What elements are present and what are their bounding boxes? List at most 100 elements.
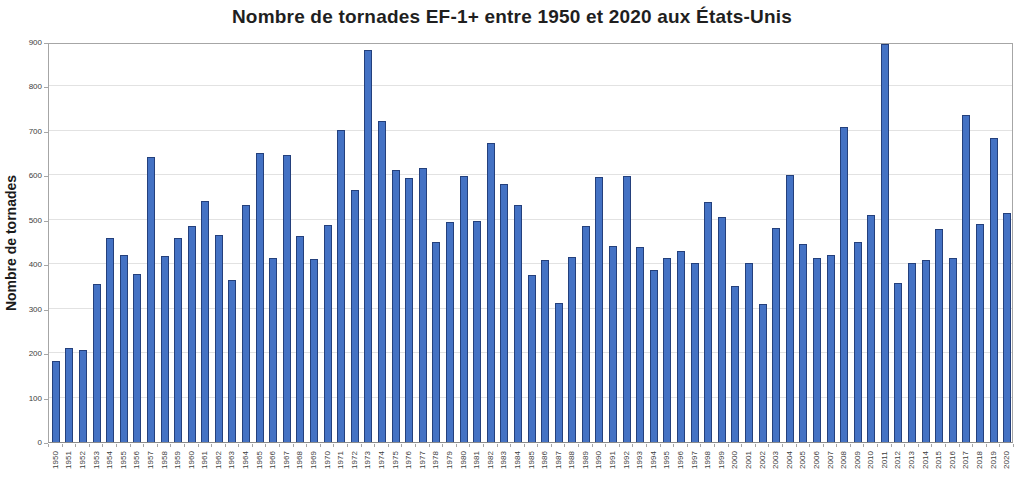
x-tick-mark <box>48 444 49 447</box>
x-tick-label-2010: 2010 <box>866 451 875 469</box>
x-tick-label-1964: 1964 <box>241 451 250 469</box>
x-tick-mark <box>660 444 661 447</box>
bar-2020 <box>1003 213 1011 442</box>
x-tick-mark <box>796 444 797 447</box>
y-tick-label-300: 300 <box>0 306 42 314</box>
x-tick-mark <box>1013 444 1014 447</box>
x-tick-label-2012: 2012 <box>893 451 902 469</box>
x-tick-label-1974: 1974 <box>376 451 385 469</box>
bar-1985 <box>528 275 536 442</box>
x-tick-mark <box>564 444 565 447</box>
bar-1976 <box>405 178 413 442</box>
bar-2011 <box>881 44 889 442</box>
bar-1990 <box>595 177 603 442</box>
bar-1988 <box>568 257 576 442</box>
x-tick-mark <box>211 444 212 447</box>
bar-2016 <box>949 258 957 442</box>
x-tick-label-1950: 1950 <box>50 451 59 469</box>
y-tick-label-800: 800 <box>0 83 42 91</box>
x-tick-mark <box>945 444 946 447</box>
x-tick-mark <box>130 444 131 447</box>
gridline-700 <box>49 130 1012 131</box>
x-tick-label-1982: 1982 <box>485 451 494 469</box>
x-tick-label-1979: 1979 <box>444 451 453 469</box>
x-tick-mark <box>238 444 239 447</box>
bar-2004 <box>786 175 794 442</box>
x-tick-mark <box>483 444 484 447</box>
x-tick-mark <box>102 444 103 447</box>
x-tick-mark <box>388 444 389 447</box>
y-tick-label-100: 100 <box>0 395 42 403</box>
x-tick-label-1994: 1994 <box>648 451 657 469</box>
y-tick-mark <box>44 221 48 222</box>
bar-1965 <box>256 153 264 442</box>
x-tick-mark <box>755 444 756 447</box>
x-tick-label-1957: 1957 <box>145 451 154 469</box>
x-tick-label-1998: 1998 <box>703 451 712 469</box>
y-tick-mark <box>44 87 48 88</box>
bar-1970 <box>324 225 332 442</box>
x-tick-label-1958: 1958 <box>159 451 168 469</box>
bar-1956 <box>133 274 141 442</box>
bar-1950 <box>52 361 60 442</box>
x-tick-mark <box>700 444 701 447</box>
x-tick-label-1991: 1991 <box>608 451 617 469</box>
x-tick-label-1970: 1970 <box>322 451 331 469</box>
bar-1964 <box>242 205 250 442</box>
x-tick-mark <box>605 444 606 447</box>
x-tick-label-1981: 1981 <box>472 451 481 469</box>
bar-1982 <box>487 143 495 442</box>
x-tick-label-1959: 1959 <box>173 451 182 469</box>
x-tick-label-2000: 2000 <box>730 451 739 469</box>
bar-1966 <box>269 258 277 442</box>
y-tick-label-200: 200 <box>0 350 42 358</box>
x-tick-label-1968: 1968 <box>295 451 304 469</box>
x-tick-label-2019: 2019 <box>988 451 997 469</box>
x-tick-mark <box>75 444 76 447</box>
x-tick-label-2001: 2001 <box>743 451 752 469</box>
x-tick-label-1952: 1952 <box>77 451 86 469</box>
x-tick-label-1983: 1983 <box>499 451 508 469</box>
x-tick-mark <box>863 444 864 447</box>
x-tick-label-1989: 1989 <box>580 451 589 469</box>
bar-1973 <box>364 50 372 442</box>
x-tick-label-1963: 1963 <box>227 451 236 469</box>
x-tick-mark <box>918 444 919 447</box>
x-tick-mark <box>429 444 430 447</box>
gridline-600 <box>49 174 1012 175</box>
x-tick-label-1962: 1962 <box>213 451 222 469</box>
x-tick-label-2006: 2006 <box>811 451 820 469</box>
x-tick-mark <box>768 444 769 447</box>
y-tick-mark <box>44 265 48 266</box>
x-tick-mark <box>537 444 538 447</box>
bar-1962 <box>215 235 223 442</box>
x-tick-mark <box>469 444 470 447</box>
y-tick-label-400: 400 <box>0 261 42 269</box>
x-tick-mark <box>184 444 185 447</box>
x-tick-mark <box>306 444 307 447</box>
x-tick-mark <box>279 444 280 447</box>
bar-1954 <box>106 238 114 442</box>
bar-1997 <box>691 263 699 442</box>
bar-1952 <box>79 350 87 442</box>
y-tick-mark <box>44 399 48 400</box>
bar-1979 <box>446 222 454 442</box>
y-tick-mark <box>44 43 48 44</box>
y-tick-label-500: 500 <box>0 217 42 225</box>
y-tick-mark <box>44 354 48 355</box>
x-tick-label-2008: 2008 <box>839 451 848 469</box>
bar-1978 <box>432 242 440 442</box>
bar-2019 <box>990 138 998 442</box>
bar-1974 <box>378 121 386 442</box>
x-tick-label-1960: 1960 <box>186 451 195 469</box>
bar-1989 <box>582 226 590 442</box>
bar-1975 <box>392 170 400 442</box>
x-tick-mark <box>225 444 226 447</box>
x-tick-mark <box>972 444 973 447</box>
x-tick-mark <box>578 444 579 447</box>
x-tick-label-1953: 1953 <box>91 451 100 469</box>
x-tick-label-1972: 1972 <box>349 451 358 469</box>
x-tick-label-1954: 1954 <box>105 451 114 469</box>
x-tick-mark <box>741 444 742 447</box>
x-tick-label-2003: 2003 <box>771 451 780 469</box>
